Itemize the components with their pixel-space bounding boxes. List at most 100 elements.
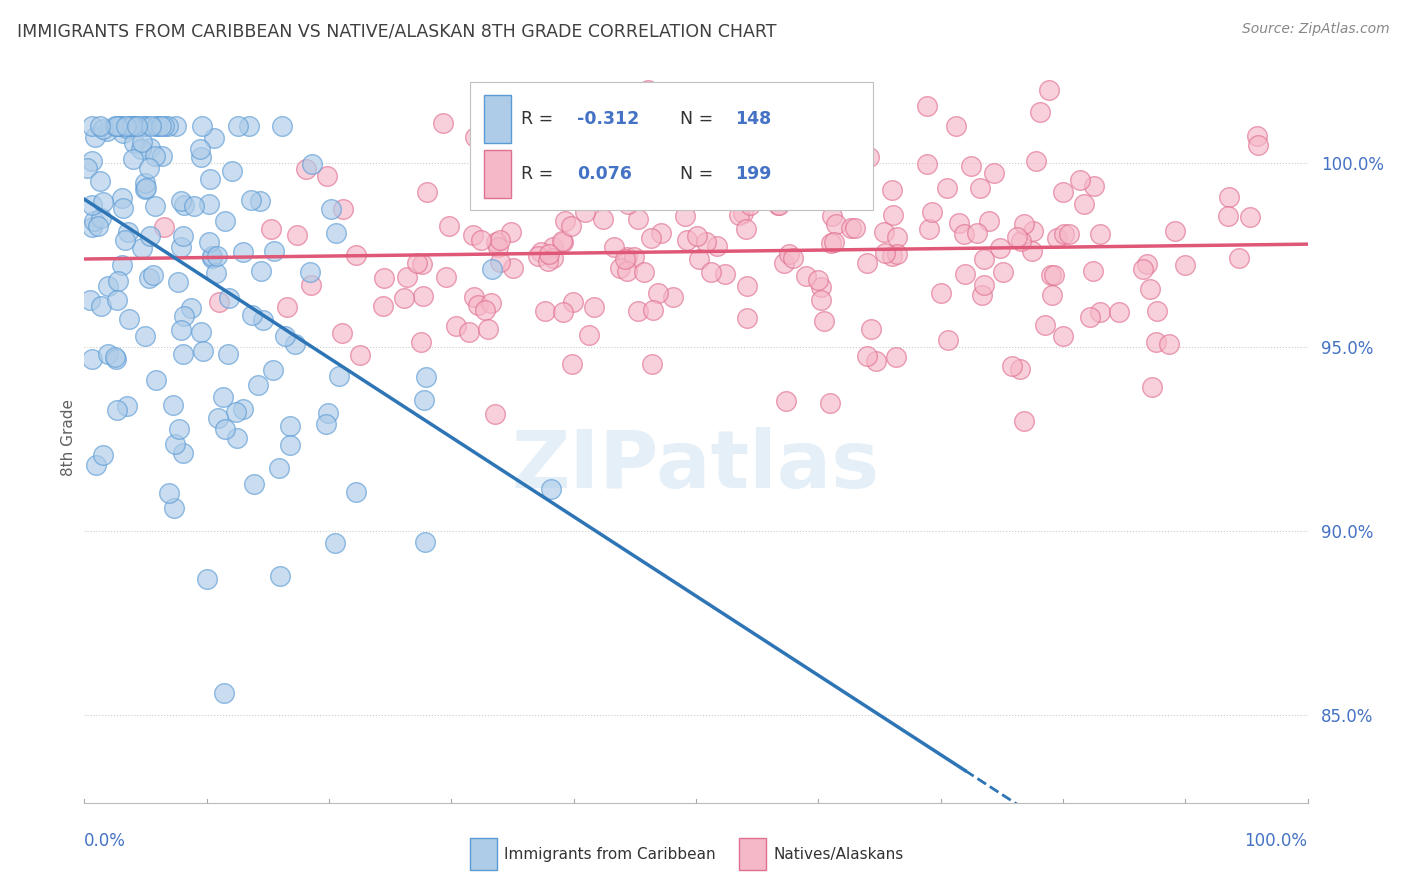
Point [501, 225, 523, 239]
Point [198, 235, 221, 249]
Point [111, 258, 134, 272]
Point [221, 164, 243, 178]
Point [79, 293, 101, 308]
Point [134, 329, 156, 343]
Point [204, 266, 226, 280]
Point [988, 241, 1011, 255]
Point [860, 322, 883, 336]
Point [269, 461, 291, 475]
Point [146, 120, 169, 134]
Point [122, 136, 145, 151]
Point [263, 244, 285, 259]
Point [592, 212, 614, 227]
Point [143, 149, 166, 163]
Point [212, 686, 235, 700]
Point [735, 310, 758, 325]
Point [371, 299, 394, 313]
Point [82, 120, 104, 134]
Point [1029, 104, 1052, 119]
Point [246, 378, 269, 392]
Point [201, 249, 224, 263]
Point [1144, 335, 1167, 350]
Point [195, 572, 218, 586]
Point [1139, 282, 1161, 296]
Point [541, 240, 564, 254]
Point [1005, 230, 1028, 244]
Point [823, 235, 845, 249]
Point [844, 221, 866, 235]
Point [616, 250, 638, 264]
Point [768, 198, 790, 212]
Point [773, 256, 796, 270]
Point [794, 268, 817, 283]
Point [865, 354, 887, 368]
Point [1052, 186, 1074, 200]
Point [225, 431, 247, 445]
Point [115, 120, 138, 134]
Point [395, 270, 418, 285]
Point [467, 298, 489, 312]
Text: 0.076: 0.076 [578, 165, 633, 183]
Point [464, 130, 486, 145]
Point [135, 180, 157, 194]
Point [169, 421, 191, 435]
Point [936, 180, 959, 194]
Text: 100.0%: 100.0% [1244, 832, 1308, 850]
Point [80, 352, 103, 367]
Point [143, 199, 166, 213]
Point [201, 252, 224, 266]
Point [91, 194, 114, 209]
Point [554, 214, 576, 228]
Point [190, 325, 212, 339]
Point [97, 347, 120, 361]
Point [299, 278, 322, 293]
Point [149, 120, 172, 134]
Point [409, 334, 432, 349]
Point [688, 252, 710, 266]
Point [1008, 362, 1031, 376]
Point [481, 262, 503, 277]
Point [252, 312, 274, 326]
Point [105, 403, 128, 417]
Point [633, 265, 655, 279]
Point [83, 130, 105, 145]
Point [614, 252, 637, 266]
Point [1247, 137, 1270, 152]
Point [775, 393, 797, 408]
Point [114, 233, 136, 247]
Point [82, 198, 104, 212]
Point [111, 126, 134, 140]
Point [534, 303, 557, 318]
Point [733, 206, 755, 220]
Point [162, 398, 184, 412]
Point [820, 210, 842, 224]
Text: 148: 148 [735, 110, 772, 128]
Point [873, 245, 896, 260]
Point [662, 290, 685, 304]
Point [695, 235, 717, 249]
Point [180, 301, 202, 315]
Point [810, 280, 832, 294]
Point [274, 329, 297, 343]
Point [530, 245, 553, 260]
Point [551, 305, 574, 319]
Point [242, 476, 264, 491]
Point [278, 419, 301, 434]
Point [973, 252, 995, 267]
Text: ZIPatlas: ZIPatlas [512, 427, 880, 506]
Point [105, 293, 128, 308]
Point [977, 214, 1000, 228]
Point [952, 227, 974, 241]
Point [831, 187, 853, 202]
Point [915, 99, 938, 113]
Point [1025, 153, 1047, 168]
Point [728, 208, 751, 222]
Point [145, 373, 167, 387]
Point [118, 312, 141, 326]
Point [1040, 268, 1063, 282]
Point [104, 351, 127, 366]
Point [249, 264, 271, 278]
Point [547, 129, 569, 144]
Point [973, 277, 995, 292]
Point [1088, 227, 1111, 242]
